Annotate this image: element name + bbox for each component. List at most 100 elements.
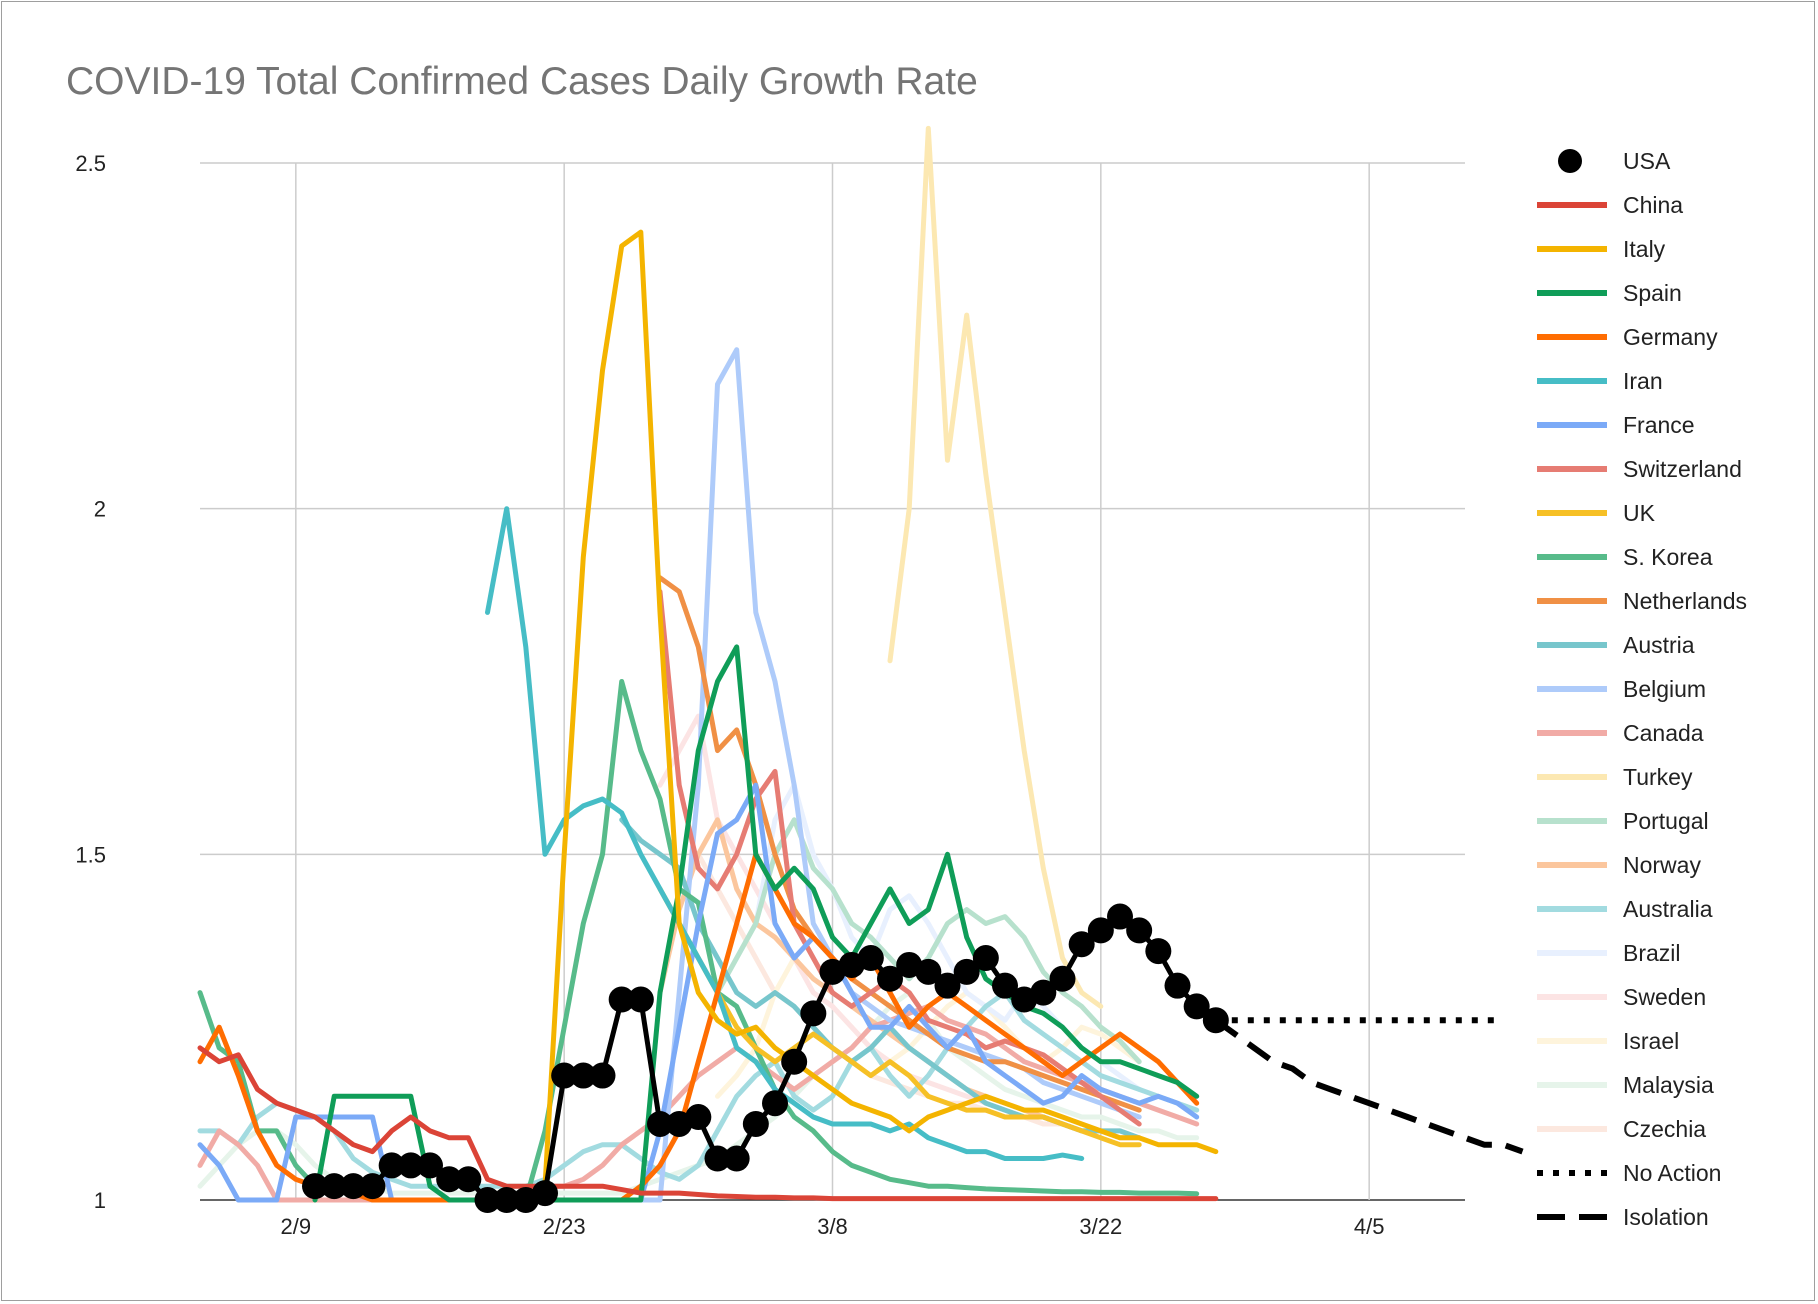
usa-data-point <box>378 1152 405 1179</box>
usa-data-point <box>627 986 654 1013</box>
legend-item-turkey: Turkey <box>1537 764 1693 790</box>
usa-data-point <box>455 1166 482 1193</box>
legend-label: Austria <box>1623 632 1695 658</box>
legend-label: No Action <box>1623 1160 1721 1186</box>
legend-item-belgium: Belgium <box>1537 676 1706 702</box>
legend-item-israel: Israel <box>1537 1028 1679 1054</box>
legend-label: Israel <box>1623 1028 1679 1054</box>
y-axis-ticks: 1 1.5 2 2.5 <box>75 151 106 1213</box>
usa-data-point <box>704 1145 731 1172</box>
y-tick-label: 1 <box>94 1188 106 1213</box>
usa-data-point <box>436 1166 463 1193</box>
series-line-italy <box>523 229 1219 1203</box>
y-tick-label: 1.5 <box>75 842 106 867</box>
legend-item-czechia: Czechia <box>1537 1116 1706 1142</box>
usa-data-point <box>589 1062 616 1089</box>
series-line-australia <box>197 990 1200 1189</box>
legend-label: Portugal <box>1623 808 1709 834</box>
usa-data-point <box>647 1110 673 1137</box>
legend-label: USA <box>1623 148 1671 174</box>
usa-data-point <box>972 945 999 972</box>
y-tick-label: 2 <box>94 497 106 522</box>
legend-label: Turkey <box>1623 764 1693 790</box>
x-tick-label: 4/5 <box>1354 1214 1385 1239</box>
legend-item-sweden: Sweden <box>1537 984 1706 1010</box>
legend-item-spain: Spain <box>1537 280 1682 306</box>
legend-item-australia: Australia <box>1537 896 1713 922</box>
legend-label: Netherlands <box>1623 588 1747 614</box>
legend-item-germany: Germany <box>1537 324 1718 350</box>
series-lines <box>197 125 1524 1213</box>
usa-data-point <box>1164 972 1191 999</box>
usa-data-point <box>953 958 980 985</box>
usa-data-point <box>1202 1007 1229 1034</box>
usa-data-point <box>1145 938 1172 965</box>
legend: USA China Italy Spain Germany Iran France Switz… <box>1537 148 1747 1230</box>
usa-data-point <box>992 972 1018 999</box>
legend-label: Norway <box>1623 852 1701 878</box>
legend-label: Czechia <box>1623 1116 1706 1142</box>
usa-data-point <box>417 1152 443 1179</box>
legend-label: Italy <box>1623 236 1666 262</box>
legend-label: Sweden <box>1623 984 1706 1010</box>
x-tick-label: 2/9 <box>281 1214 312 1239</box>
usa-data-point <box>723 1145 750 1172</box>
legend-item-italy: Italy <box>1537 236 1666 262</box>
x-axis-ticks: 2/9 2/23 3/8 3/22 4/5 <box>281 1214 1385 1239</box>
usa-data-point <box>877 965 903 992</box>
legend-item-isolation: Isolation <box>1537 1204 1709 1230</box>
legend-item-malaysia: Malaysia <box>1537 1072 1714 1098</box>
series-line-spain <box>312 644 1200 1203</box>
usa-data-point <box>781 1048 808 1075</box>
legend-label: Iran <box>1623 368 1663 394</box>
legend-item-china: China <box>1537 192 1683 218</box>
legend-label: Belgium <box>1623 676 1706 702</box>
usa-data-point <box>1087 917 1114 944</box>
legend-label: Germany <box>1623 324 1718 350</box>
x-tick-label: 3/22 <box>1079 1214 1122 1239</box>
usa-data-point <box>762 1090 788 1117</box>
legend-label: Spain <box>1623 280 1682 306</box>
legend-item-norway: Norway <box>1537 852 1701 878</box>
legend-label: China <box>1623 192 1683 218</box>
usa-data-point <box>1126 917 1153 944</box>
legend-item-usa: USA <box>1558 148 1671 174</box>
usa-data-point <box>915 958 942 985</box>
usa-data-point <box>608 986 635 1013</box>
x-tick-label: 2/23 <box>543 1214 586 1239</box>
usa-data-point <box>474 1187 501 1213</box>
usa-data-point <box>321 1173 348 1200</box>
legend-label: France <box>1623 412 1695 438</box>
legend-label: Switzerland <box>1623 456 1742 482</box>
chart-title: COVID-19 Total Confirmed Cases Daily Gro… <box>66 60 978 103</box>
series-line-france <box>197 782 1200 1203</box>
legend-item-brazil: Brazil <box>1537 940 1681 966</box>
legend-label: S. Korea <box>1623 544 1713 570</box>
legend-item-uk: UK <box>1537 500 1656 526</box>
legend-item-switzerland: Switzerland <box>1537 456 1742 482</box>
usa-data-point <box>1030 979 1057 1006</box>
legend-item-austria: Austria <box>1537 632 1695 658</box>
legend-item-s-korea: S. Korea <box>1537 544 1713 570</box>
usa-data-point <box>1107 903 1133 930</box>
usa-data-point <box>1183 993 1210 1020</box>
legend-label: UK <box>1623 500 1656 526</box>
x-tick-label: 3/8 <box>817 1214 848 1239</box>
legend-label: Isolation <box>1623 1204 1709 1230</box>
series-line-china <box>197 1045 1219 1202</box>
usa-data-point <box>800 1000 827 1027</box>
usa-data-point <box>934 972 961 999</box>
usa-data-point <box>1068 931 1095 958</box>
usa-data-point <box>397 1152 424 1179</box>
usa-data-point <box>1049 965 1076 992</box>
legend-item-netherlands: Netherlands <box>1537 588 1747 614</box>
usa-data-point <box>551 1062 578 1089</box>
series-line-germany <box>197 851 1200 1203</box>
usa-data-point <box>685 1104 712 1131</box>
legend-label: Brazil <box>1623 940 1681 966</box>
legend-label: Australia <box>1623 896 1713 922</box>
usa-data-point <box>493 1187 520 1213</box>
usa-data-point <box>742 1110 769 1137</box>
usa-data-point <box>302 1173 328 1200</box>
